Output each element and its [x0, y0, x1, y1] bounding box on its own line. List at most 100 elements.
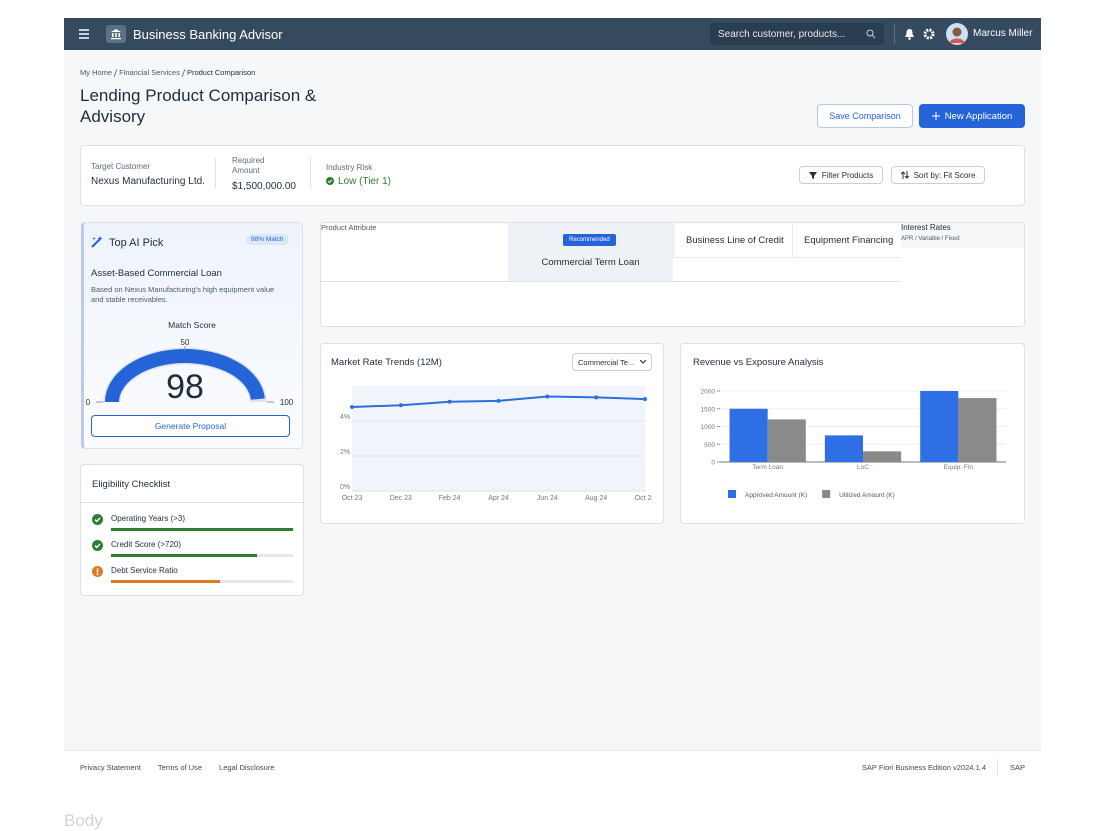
field-label: Industry Risk — [326, 163, 373, 172]
icon-circle — [92, 540, 103, 551]
product-select[interactable]: Commercial Te... — [572, 353, 652, 371]
x-tick-label: Dec 23 — [390, 495, 412, 502]
gauge-value-label: 98 — [166, 368, 204, 406]
status-icon — [92, 566, 103, 577]
sort-button[interactable]: Sort by: Fit Score — [891, 166, 985, 184]
recommended-column — [508, 223, 673, 281]
point — [643, 397, 647, 402]
button-label: Filter Products — [821, 170, 874, 180]
exclaim-dot — [96, 573, 99, 576]
chart-title: Revenue vs Exposure Analysis — [693, 357, 824, 368]
point — [496, 398, 501, 403]
progress-bar — [111, 528, 293, 531]
ai-icon — [91, 236, 103, 248]
status-icon — [92, 514, 103, 525]
recommended-badge: Recommended — [563, 234, 616, 246]
new-application-button[interactable]: New Application — [919, 104, 1025, 128]
settings-icon[interactable] — [923, 28, 935, 40]
field-label: Target Customer — [91, 162, 151, 171]
page-title: Lending Product Comparison & Advisory — [80, 86, 317, 126]
gauge-label: Match Score — [168, 320, 216, 330]
point — [594, 395, 599, 400]
divider — [81, 502, 303, 503]
divider — [310, 158, 311, 188]
icon-circle — [92, 514, 103, 525]
breadcrumb-current: Product Comparison — [186, 68, 256, 77]
search-icon[interactable] — [866, 29, 876, 39]
point — [447, 399, 452, 404]
gauge-tick-label: 50 — [181, 338, 190, 347]
sort-icon — [900, 171, 909, 179]
x-tick-label: Apr 24 — [488, 495, 509, 502]
y-tick-label: 500 — [704, 442, 715, 449]
divider — [321, 281, 901, 282]
check — [94, 543, 101, 549]
divider — [997, 759, 998, 775]
footer-link[interactable]: Privacy Statement — [80, 763, 141, 772]
column-header: Product Attribute — [321, 223, 377, 232]
footer-link[interactable]: Legal Disclosure — [219, 763, 275, 772]
check-label: Debt Service Ratio — [111, 566, 178, 575]
bank-icon — [106, 25, 126, 43]
gauge-tick-label: 100 — [280, 398, 294, 407]
breadcrumb-link[interactable]: My Home — [80, 68, 113, 77]
footer-links: Privacy Statement Terms of Use Legal Discl… — [80, 763, 275, 772]
select-value: Commercial Te... — [578, 357, 635, 367]
line-chart: 0% 2% 4% Oct 23 Dec 23 Feb 24 Apr 24 Jun 24 Aug … — [340, 386, 652, 502]
bar-chart: 0 500 1000 1500 2000 Term Loan LoC Equip. Fin Ap… — [701, 389, 1006, 499]
y-tick-label: 4% — [340, 414, 350, 421]
menu-icon[interactable] — [78, 28, 90, 40]
button-label: Save Comparison — [829, 111, 901, 121]
filter-button[interactable]: Filter Products — [799, 166, 883, 184]
legend-label: Utilized Amount (K) — [839, 492, 895, 499]
button-label: New Application — [944, 110, 1013, 122]
avatar[interactable] — [946, 23, 968, 45]
progress-bar — [111, 554, 257, 557]
customer-card — [80, 145, 1025, 206]
card-title: Eligibility Checklist — [92, 479, 171, 490]
footer-link[interactable]: Terms of Use — [157, 763, 203, 772]
chevron-icon — [640, 360, 646, 364]
match-badge: 98% Match — [246, 234, 289, 245]
legend-label: Approved Amount (K) — [745, 492, 807, 499]
check-label: Operating Years (>3) — [111, 514, 186, 523]
bar — [824, 435, 863, 462]
filter-icon — [808, 171, 817, 179]
check — [94, 517, 101, 523]
bar — [958, 398, 997, 462]
progress-bar — [111, 580, 221, 583]
y-tick-label: 1000 — [701, 424, 716, 431]
field-value: Nexus Manufacturing Ltd. — [91, 176, 205, 187]
save-button[interactable]: Save Comparison — [817, 104, 913, 128]
y-tick-label: 2% — [340, 449, 350, 456]
field-value: Low (Tier 1) — [338, 176, 391, 187]
gauge: 0 50 100 98 — [86, 338, 294, 407]
x-tick-label: Term Loan — [752, 464, 783, 471]
brand: SAP — [1010, 763, 1026, 772]
product-description: Based on Nexus Manufacturing's high equi… — [91, 285, 275, 304]
card-title: Top AI Pick — [109, 237, 164, 249]
point — [545, 394, 550, 399]
x-tick-label: Aug 24 — [585, 495, 607, 502]
x-tick-label: Feb 24 — [439, 495, 461, 502]
bar — [729, 408, 768, 462]
app-title: Business Banking Advisor — [133, 27, 283, 42]
button-label: Generate Proposal — [154, 421, 227, 431]
section-label: Body — [64, 811, 103, 830]
breadcrumb-link[interactable]: Financial Services — [119, 68, 180, 77]
plus-icon — [931, 112, 940, 120]
column-header: Interest Rates — [901, 223, 951, 232]
edition: SAP Fiori Business Edition v2024.1.4 — [861, 763, 986, 772]
y-tick-label: 1500 — [701, 406, 716, 413]
bell-icon[interactable] — [904, 28, 915, 40]
search-box[interactable] — [710, 23, 884, 45]
top-pick-card — [81, 222, 303, 449]
user-name: Marcus Miller — [973, 28, 1033, 39]
x-tick-label: LoC — [857, 464, 869, 471]
chart-title: Market Rate Trends (12M) — [331, 357, 442, 368]
breadcrumb: My Home Financial Services Product Compa… — [80, 68, 255, 77]
bar — [767, 419, 806, 462]
column-subheader: APR / Variable / Fixed — [901, 236, 960, 242]
generate-proposal-button[interactable]: Generate Proposal — [91, 415, 290, 437]
column-header: Business Line of Credit — [673, 223, 793, 258]
